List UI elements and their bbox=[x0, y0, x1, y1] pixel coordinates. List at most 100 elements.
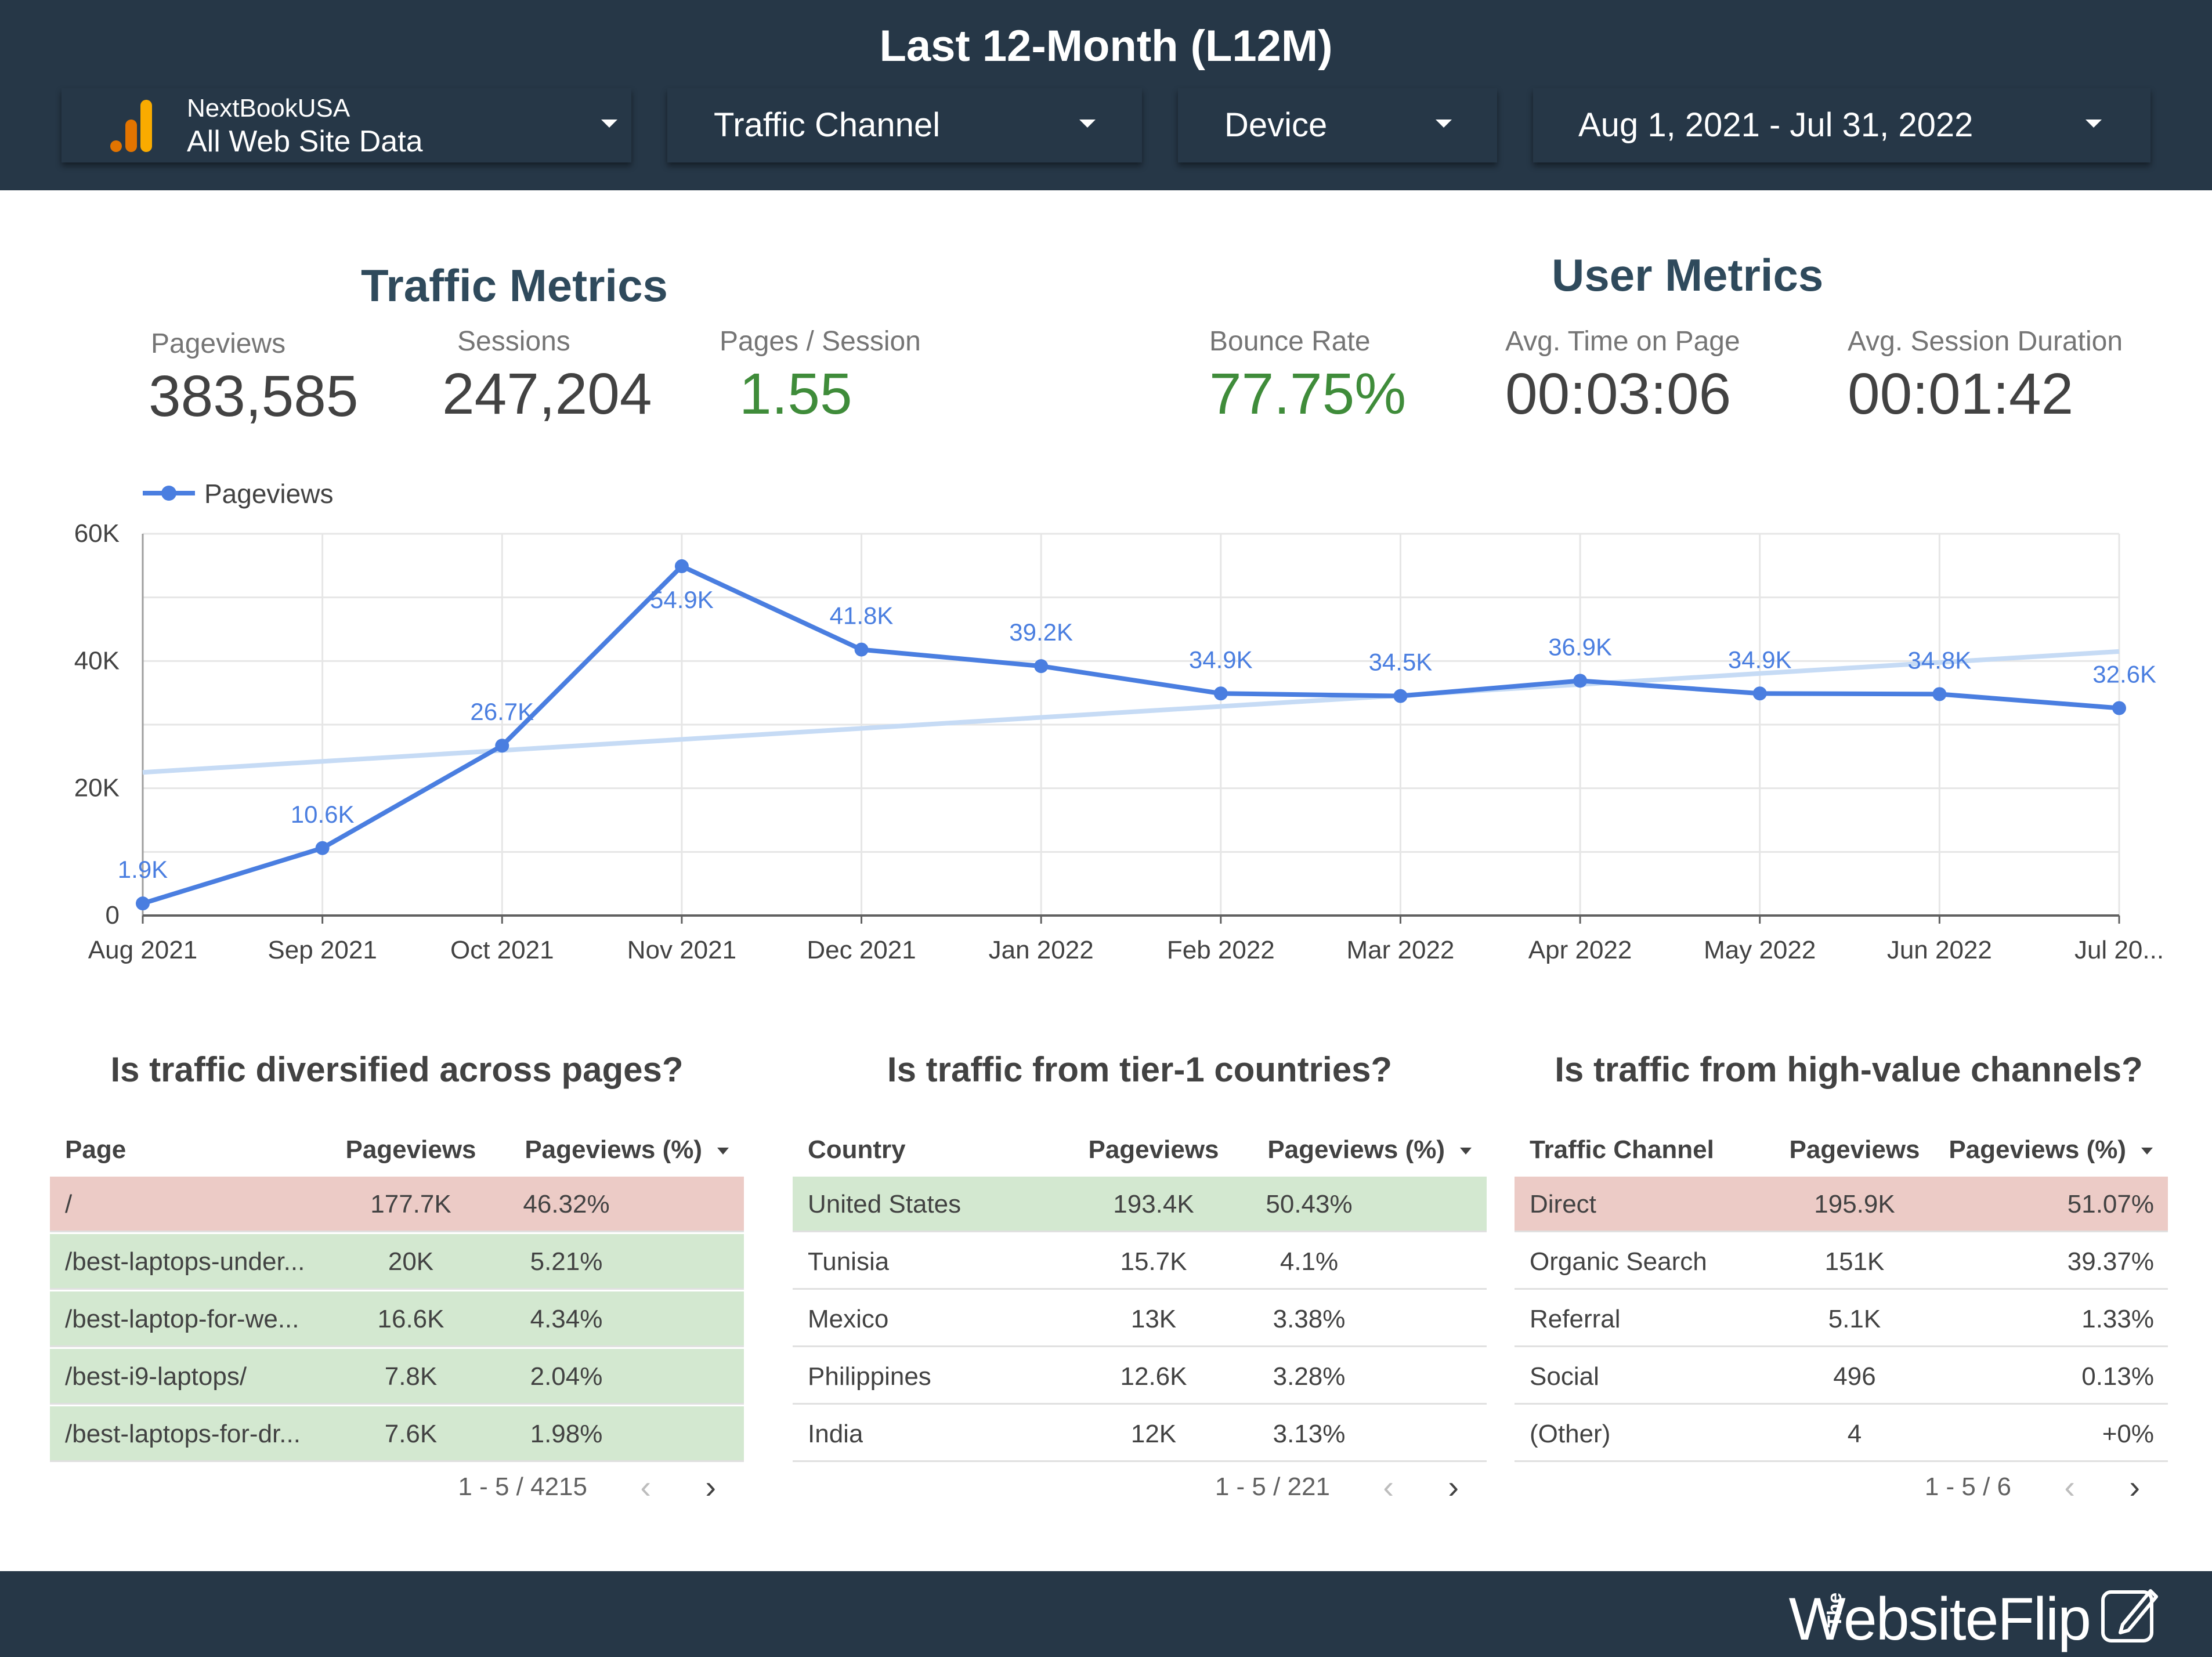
x-tick-label: Dec 2021 bbox=[807, 936, 916, 964]
column-header-countries-1[interactable]: Pageviews bbox=[1088, 1135, 1219, 1164]
countries-table-title: Is traffic from tier-1 countries? bbox=[887, 1050, 1393, 1089]
table-cell-pageviews: 20K bbox=[388, 1247, 434, 1276]
data-label: 34.5K bbox=[1369, 649, 1433, 676]
y-tick-label: 0 bbox=[106, 901, 120, 929]
table-row[interactable]: / 177.7K 46.32% bbox=[50, 1177, 744, 1232]
table-cell-percent: 0.13% bbox=[2081, 1362, 2154, 1391]
report-title: Last 12-Month (L12M) bbox=[879, 21, 1333, 71]
data-source-account: NextBookUSA bbox=[187, 94, 350, 122]
footer: The WebsiteFlip bbox=[0, 1571, 2212, 1657]
table-cell-percent: 39.37% bbox=[2067, 1247, 2154, 1276]
table-row[interactable]: Social 496 0.13% bbox=[1515, 1349, 2168, 1405]
pageviews-value: 383,585 bbox=[149, 364, 359, 429]
pagination-range: 1 - 5 / 4215 bbox=[458, 1473, 587, 1501]
table-cell-label: United States bbox=[808, 1190, 962, 1218]
data-point bbox=[1932, 687, 1947, 701]
traffic-metrics-title: Traffic Metrics bbox=[361, 260, 668, 311]
bounce-rate-value: 77.75% bbox=[1209, 361, 1407, 426]
table-cell-percent: 1.33% bbox=[2081, 1305, 2154, 1333]
pagination-range: 1 - 5 / 6 bbox=[1924, 1473, 2011, 1501]
table-cell-pageviews: 12.6K bbox=[1120, 1362, 1187, 1391]
table-cell-pageviews: 151K bbox=[1824, 1247, 1885, 1276]
table-row[interactable]: /best-i9-laptops/7.8K 2.04% bbox=[50, 1349, 744, 1405]
table-row[interactable]: Philippines 12.6K 3.28% bbox=[793, 1349, 1487, 1405]
data-label: 39.2K bbox=[1009, 618, 1073, 646]
x-tick-label: Apr 2022 bbox=[1528, 936, 1632, 964]
avg-time-on-page-scorecard: Avg. Time on Page 00:03:06 bbox=[1505, 325, 1740, 427]
chevron-left-icon[interactable]: ‹ bbox=[1383, 1468, 1394, 1505]
data-source-selector[interactable]: NextBookUSA All Web Site Data bbox=[62, 88, 631, 162]
brand-name: WebsiteFlip bbox=[1788, 1586, 2091, 1653]
table-row[interactable]: /best-laptops-for-dr... 7.6K 1.98% bbox=[50, 1406, 744, 1462]
column-header-pages-2[interactable]: Pageviews (%) bbox=[525, 1123, 729, 1177]
trendline bbox=[142, 649, 2120, 775]
table-cell-pageviews: 496 bbox=[1833, 1362, 1876, 1391]
table-row[interactable]: Tunisia 15.7K 4.1% bbox=[793, 1234, 1487, 1290]
pages-per-session-label: Pages / Session bbox=[720, 326, 921, 357]
data-label: 32.6K bbox=[2092, 660, 2156, 688]
chevron-left-icon[interactable]: ‹ bbox=[640, 1468, 651, 1505]
table-row[interactable]: /best-laptop-for-we... 16.6K 4.34% bbox=[50, 1291, 744, 1347]
chevron-right-icon[interactable]: › bbox=[1448, 1468, 1459, 1505]
date-range-label: Aug 1, 2021 - Jul 31, 2022 bbox=[1578, 106, 1974, 144]
chevron-right-icon[interactable]: › bbox=[2129, 1468, 2140, 1505]
data-point bbox=[2112, 701, 2126, 715]
column-header-pages-1[interactable]: Pageviews bbox=[345, 1135, 476, 1164]
data-label: 10.6K bbox=[291, 801, 355, 828]
sort-descending-icon bbox=[717, 1148, 729, 1155]
table-row[interactable]: /best-laptops-under... 20K 5.21% bbox=[50, 1234, 744, 1290]
user-metrics-title: User Metrics bbox=[1552, 249, 1824, 301]
data-label: 34.9K bbox=[1189, 646, 1253, 673]
bounce-rate-label: Bounce Rate bbox=[1209, 326, 1371, 357]
pages-table-title: Is traffic diversified across pages? bbox=[110, 1050, 684, 1089]
column-header-label: Pageviews (%) bbox=[1949, 1135, 2126, 1164]
column-header-channels-1[interactable]: Pageviews bbox=[1789, 1135, 1920, 1164]
column-header-countries-2[interactable]: Pageviews (%) bbox=[1267, 1123, 1472, 1177]
table-cell-pageviews: 195.9K bbox=[1814, 1190, 1895, 1218]
table-row[interactable]: (Other) 4 +0% bbox=[1515, 1406, 2168, 1462]
table-cell-percent: 1.98% bbox=[530, 1420, 603, 1448]
table-row[interactable]: Organic Search 151K 39.37% bbox=[1515, 1234, 2168, 1290]
data-point bbox=[1752, 686, 1767, 701]
traffic-channel-filter-label: Traffic Channel bbox=[714, 106, 941, 144]
column-header-pages-0[interactable]: Page bbox=[65, 1135, 126, 1164]
legend-label-pageviews: Pageviews bbox=[204, 479, 334, 509]
column-header-countries-0[interactable]: Country bbox=[808, 1135, 906, 1164]
y-tick-label: 20K bbox=[74, 774, 120, 802]
table-row[interactable]: India 12K 3.13% bbox=[793, 1406, 1487, 1462]
column-header-label: Pageviews (%) bbox=[525, 1135, 702, 1164]
sessions-scorecard: Sessions 247,204 bbox=[442, 325, 652, 427]
table-cell-pageviews: 5.1K bbox=[1828, 1305, 1881, 1333]
data-source-view: All Web Site Data bbox=[187, 125, 423, 158]
table-row[interactable]: Direct 195.9K 51.07% bbox=[1515, 1177, 2168, 1232]
traffic-channel-filter[interactable]: Traffic Channel bbox=[667, 88, 1142, 162]
data-point bbox=[136, 896, 150, 911]
column-header-channels-2[interactable]: Pageviews (%) bbox=[1949, 1123, 2153, 1177]
x-tick-label: Aug 2021 bbox=[88, 936, 197, 964]
table-cell-pageviews: 12K bbox=[1130, 1420, 1177, 1448]
chevron-left-icon[interactable]: ‹ bbox=[2064, 1468, 2075, 1505]
y-tick-label: 40K bbox=[74, 646, 120, 675]
table-cell-label: Mexico bbox=[808, 1305, 889, 1333]
table-cell-percent: 51.07% bbox=[2067, 1190, 2154, 1218]
table-row[interactable]: United States 193.4K 50.43% bbox=[793, 1177, 1487, 1232]
analytics-bars-icon bbox=[110, 100, 152, 152]
table-cell-label: Social bbox=[1530, 1362, 1599, 1391]
brand-logo: The WebsiteFlip bbox=[1754, 1583, 2160, 1651]
device-filter[interactable]: Device bbox=[1178, 88, 1497, 162]
data-point bbox=[1393, 689, 1408, 703]
date-range-picker[interactable]: Aug 1, 2021 - Jul 31, 2022 bbox=[1533, 88, 2150, 162]
table-row[interactable]: Mexico 13K 3.38% bbox=[793, 1291, 1487, 1347]
pageviews-label: Pageviews bbox=[151, 328, 286, 359]
column-header-channels-0[interactable]: Traffic Channel bbox=[1530, 1135, 1714, 1164]
chevron-down-icon bbox=[1436, 120, 1452, 128]
x-tick-label: Mar 2022 bbox=[1347, 936, 1455, 964]
sort-descending-icon bbox=[2141, 1148, 2153, 1155]
x-tick-label: Sep 2021 bbox=[268, 936, 377, 964]
x-tick-label: Nov 2021 bbox=[627, 936, 736, 964]
table-cell-percent: 3.28% bbox=[1273, 1362, 1346, 1391]
table-cell-label: Referral bbox=[1530, 1305, 1621, 1333]
chevron-down-icon bbox=[2086, 120, 2102, 128]
chevron-right-icon[interactable]: › bbox=[705, 1468, 716, 1505]
table-row[interactable]: Referral 5.1K 1.33% bbox=[1515, 1291, 2168, 1347]
